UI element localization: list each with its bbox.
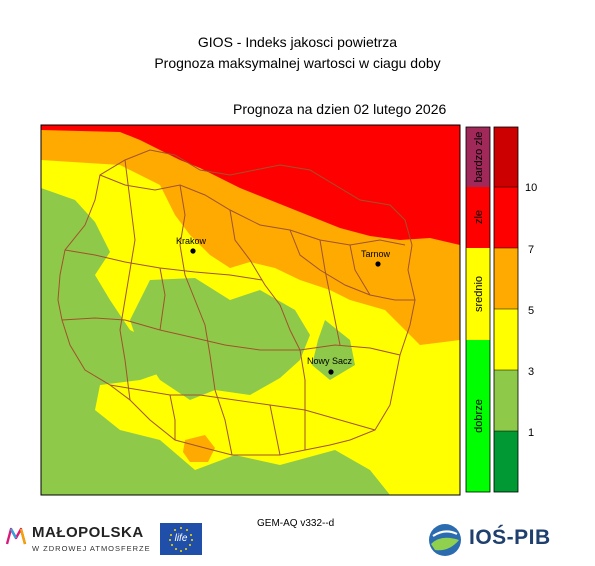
ios-pib-emblem-icon xyxy=(429,524,461,556)
county-border xyxy=(119,159,136,401)
forecast-date: Prognoza na dzien 02 lutego 2026 xyxy=(233,101,447,117)
scale-tick-10: 10 xyxy=(525,182,537,194)
county-border xyxy=(169,394,176,440)
city-label-tarnow: Tarnow xyxy=(361,249,391,259)
scale-box-4 xyxy=(494,248,518,309)
county-border xyxy=(61,317,401,356)
scale-frame xyxy=(493,126,519,493)
administrative-borders xyxy=(57,149,416,456)
ios-pib-text: IOŚ-PIB xyxy=(469,526,551,549)
scale-box-3 xyxy=(494,309,518,370)
county-border xyxy=(349,244,371,296)
county-border xyxy=(319,239,341,346)
city-marker-tarnow xyxy=(375,261,381,267)
county-border xyxy=(179,184,233,456)
map-subtitle: Prognoza maksymalnej wartosci w ciagu do… xyxy=(154,55,441,71)
scale-box-6 xyxy=(494,127,518,187)
province-border xyxy=(57,149,416,456)
eu-life-text: life xyxy=(174,533,188,544)
scale-box-5 xyxy=(494,187,518,248)
legend-label-srednio: srednio xyxy=(473,276,485,312)
legend-label-dobrze: dobrze xyxy=(473,399,485,433)
scale-tick-1: 1 xyxy=(528,427,534,439)
city-markers: Krakow Tarnow Nowy Sacz xyxy=(176,236,391,375)
county-border xyxy=(269,404,281,456)
eu-flag-icon xyxy=(160,523,202,555)
category-legend: dobrze srednio zle bardzo zle xyxy=(465,126,491,493)
zone-orange-south xyxy=(183,435,215,462)
scale-tick-7: 7 xyxy=(528,244,534,256)
legend-box-srednio xyxy=(466,248,490,340)
legend-label-bardzo-zle: bardzo zle xyxy=(473,132,485,183)
ios-pib-logo: IOŚ-PIB xyxy=(425,520,575,560)
model-version-label: GEM-AQ v332--d xyxy=(257,518,335,529)
county-border xyxy=(159,267,166,331)
county-border xyxy=(109,384,376,431)
zone-green-east xyxy=(312,320,355,380)
zone-red xyxy=(41,125,460,245)
malopolska-logo-subtitle: W ZDROWEJ ATMOSFERZE xyxy=(32,544,151,553)
city-marker-nowy-sacz xyxy=(328,369,334,375)
legend-frame xyxy=(465,126,491,493)
eu-life-logo: life xyxy=(160,523,202,555)
scale-box-2 xyxy=(494,370,518,431)
city-label-krakow: Krakow xyxy=(176,236,207,246)
malopolska-logo-title: MAŁOPOLSKA xyxy=(32,524,144,541)
city-marker-krakow xyxy=(190,248,196,254)
county-border xyxy=(229,209,306,450)
scale-tick-5: 5 xyxy=(528,305,534,317)
pollution-field xyxy=(41,125,460,495)
map-title: GIOS - Indeks jakosci powietrza xyxy=(197,34,398,50)
county-border xyxy=(289,229,415,301)
malopolska-logo: MAŁOPOLSKA W ZDROWEJ ATMOSFERZE xyxy=(4,520,154,564)
legend-box-dobrze xyxy=(466,340,490,492)
city-label-nowy-sacz: Nowy Sacz xyxy=(307,356,353,366)
scale-box-1 xyxy=(494,431,518,492)
zone-green-inner xyxy=(130,278,310,400)
malopolska-m-icon xyxy=(5,527,27,545)
legend-label-zle: zle xyxy=(473,210,485,224)
value-scale: 1 3 5 7 10 xyxy=(493,126,537,493)
map-frame xyxy=(40,124,461,496)
scale-tick-3: 3 xyxy=(528,366,534,378)
legend-box-bardzo-zle xyxy=(466,127,490,187)
county-border xyxy=(99,174,406,246)
legend-box-zle xyxy=(466,187,490,248)
